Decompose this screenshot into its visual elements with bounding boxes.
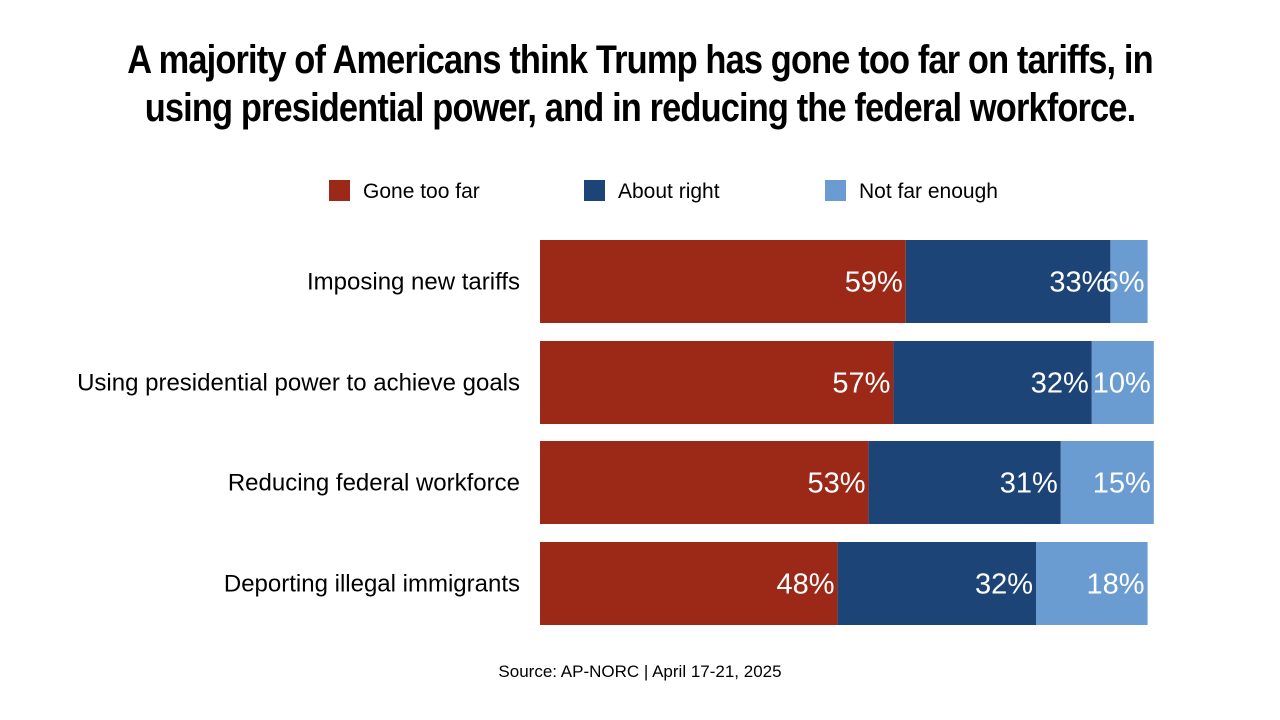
data-label-about-right: 31% [1000,468,1058,500]
category-label: Using presidential power to achieve goal… [77,370,520,397]
legend-label-about-right: About right [618,180,720,203]
bars: Imposing new tariffs 59% 33%6% Using presid… [77,240,1154,625]
data-label-gone-too-far: 57% [832,368,890,400]
bar-not-far-enough [1060,441,1154,524]
bar-not-far-enough [1036,542,1148,625]
bar-gone-too-far [540,542,838,625]
legend-swatch-gone-too-far [329,180,350,201]
data-label-about-right: 32% [1031,368,1089,400]
legend-label-gone-too-far: Gone too far [363,180,480,203]
bar-not-far-enough [1110,240,1148,323]
legend-label-not-far-enough: Not far enough [859,180,998,203]
chart-title: A majority of Americans think Trump has … [90,36,1191,132]
category-label: Reducing federal workforce [228,470,520,497]
bar-gone-too-far [540,441,869,524]
legend-swatch-not-far-enough [825,180,846,201]
legend: Gone too far About right Not far enough [329,180,998,203]
data-label-gone-too-far: 53% [808,468,866,500]
data-label-not-far-enough: 6% [1103,267,1145,299]
bar-not-far-enough [1091,341,1154,424]
data-label-not-far-enough: 15% [1093,468,1151,500]
legend-swatch-about-right [584,180,605,201]
bar-gone-too-far [540,240,906,323]
data-label-about-right: 32% [975,569,1033,601]
chart-title-line-1: A majority of Americans think Trump has … [127,38,1153,82]
source-note: Source: AP-NORC | April 17-21, 2025 [498,662,782,681]
data-label-not-far-enough: 10% [1093,368,1151,400]
data-label-not-far-enough: 18% [1087,569,1145,601]
data-label-about-right: 33% [1049,267,1107,299]
bar-about-right [837,542,1036,625]
bar-gone-too-far [540,341,894,424]
data-label-gone-too-far: 59% [845,267,903,299]
category-label: Imposing new tariffs [307,269,520,296]
data-label-gone-too-far: 48% [777,569,835,601]
bar-about-right [893,341,1092,424]
category-label: Deporting illegal immigrants [224,571,520,598]
bar-about-right [905,240,1111,323]
bar-about-right [868,441,1061,524]
chart-title-line-2: using presidential power, and in reducin… [144,86,1136,130]
